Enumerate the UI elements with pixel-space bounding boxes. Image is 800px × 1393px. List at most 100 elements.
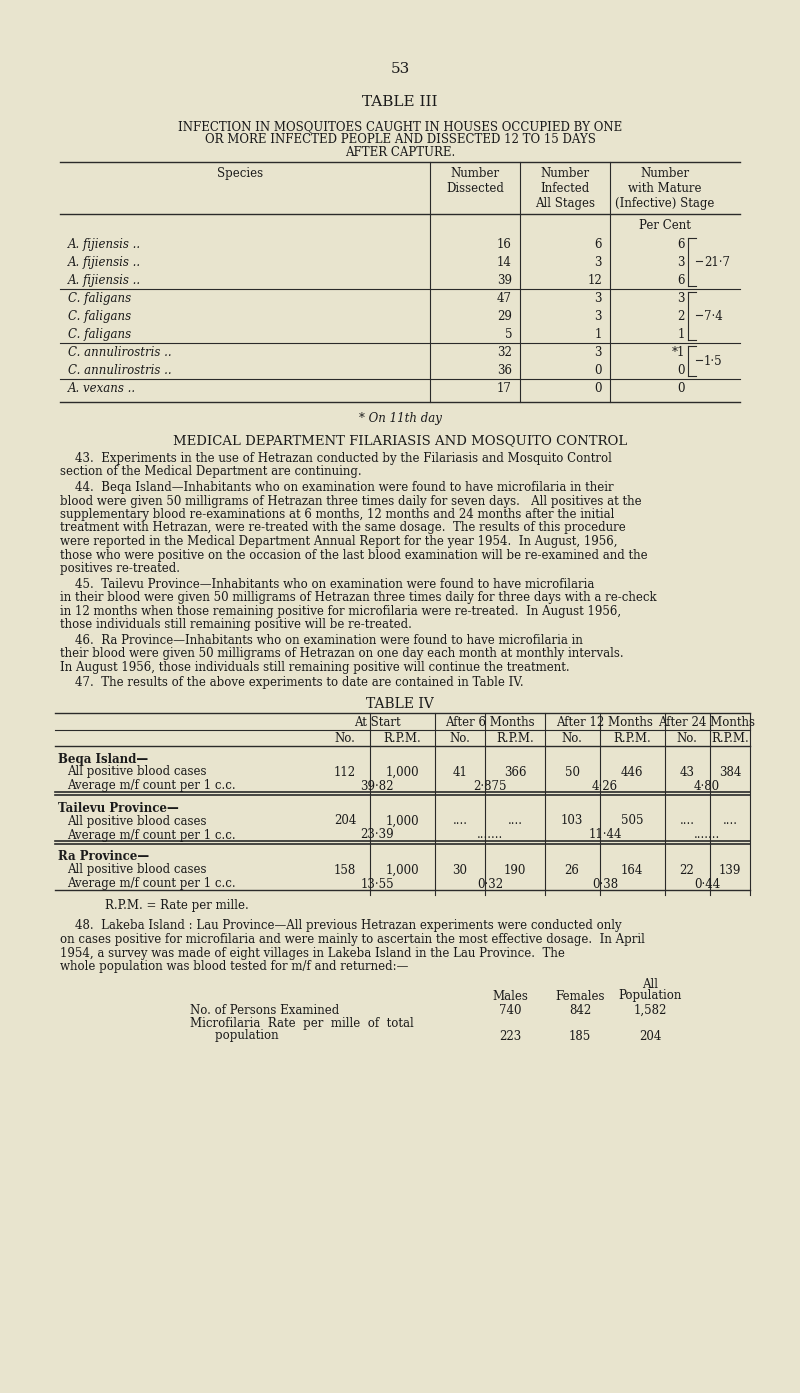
Text: in 12 months when those remaining positive for microfilaria were re-treated.  In: in 12 months when those remaining positi… — [60, 605, 621, 617]
Text: Per Cent: Per Cent — [639, 219, 691, 233]
Text: R.P.M. = Rate per mille.: R.P.M. = Rate per mille. — [105, 900, 249, 912]
Text: C. faligans: C. faligans — [68, 311, 131, 323]
Text: 223: 223 — [499, 1029, 521, 1042]
Text: 29: 29 — [497, 311, 512, 323]
Text: 21·7: 21·7 — [704, 256, 730, 269]
Text: 47.  The results of the above experiments to date are contained in Table IV.: 47. The results of the above experiments… — [60, 676, 524, 690]
Text: supplementary blood re-examinations at 6 months, 12 months and 24 months after t: supplementary blood re-examinations at 6… — [60, 508, 614, 521]
Text: 190: 190 — [504, 864, 526, 876]
Text: 11·44: 11·44 — [588, 829, 622, 841]
Text: 44.  Beqa Island—Inhabitants who on examination were found to have microfilaria : 44. Beqa Island—Inhabitants who on exami… — [60, 481, 614, 495]
Text: 0: 0 — [594, 364, 602, 378]
Text: A. fijiensis ..: A. fijiensis .. — [68, 274, 141, 287]
Text: 32: 32 — [497, 345, 512, 359]
Text: 2: 2 — [678, 311, 685, 323]
Text: 1,000: 1,000 — [385, 864, 419, 876]
Text: 505: 505 — [621, 815, 643, 827]
Text: C. faligans: C. faligans — [68, 327, 131, 341]
Text: Microfilaria  Rate  per  mille  of  total: Microfilaria Rate per mille of total — [190, 1017, 414, 1031]
Text: After 6 Months: After 6 Months — [445, 716, 535, 730]
Text: 43: 43 — [679, 766, 694, 779]
Text: TABLE IV: TABLE IV — [366, 698, 434, 712]
Text: * On 11th day: * On 11th day — [358, 412, 442, 425]
Text: All positive blood cases: All positive blood cases — [67, 815, 206, 827]
Text: 3: 3 — [678, 293, 685, 305]
Text: 185: 185 — [569, 1029, 591, 1042]
Text: Average m/f count per 1 c.c.: Average m/f count per 1 c.c. — [67, 829, 236, 841]
Text: After 12 Months: After 12 Months — [557, 716, 654, 730]
Text: All: All — [642, 978, 658, 992]
Text: 1954, a survey was made of eight villages in Lakeba Island in the Lau Province. : 1954, a survey was made of eight village… — [60, 946, 565, 960]
Text: No.: No. — [562, 733, 582, 745]
Text: 26: 26 — [565, 864, 579, 876]
Text: 1: 1 — [678, 327, 685, 341]
Text: ....: .... — [453, 815, 467, 827]
Text: 50: 50 — [565, 766, 579, 779]
Text: 6: 6 — [594, 238, 602, 251]
Text: ....: .... — [722, 815, 738, 827]
Text: 164: 164 — [621, 864, 643, 876]
Text: whole population was blood tested for m/f and returned:—: whole population was blood tested for m/… — [60, 960, 408, 972]
Text: 842: 842 — [569, 1003, 591, 1017]
Text: Females: Females — [555, 989, 605, 1003]
Text: All positive blood cases: All positive blood cases — [67, 766, 206, 779]
Text: 3: 3 — [594, 311, 602, 323]
Text: 0: 0 — [678, 364, 685, 378]
Text: 1·5: 1·5 — [704, 355, 722, 368]
Text: 204: 204 — [639, 1029, 661, 1042]
Text: 0·32: 0·32 — [477, 878, 503, 890]
Text: 0: 0 — [678, 382, 685, 396]
Text: 43.  Experiments in the use of Hetrazan conducted by the Filariasis and Mosquito: 43. Experiments in the use of Hetrazan c… — [60, 451, 612, 465]
Text: 158: 158 — [334, 864, 356, 876]
Text: 1,000: 1,000 — [385, 766, 419, 779]
Text: R.P.M.: R.P.M. — [711, 733, 749, 745]
Text: treatment with Hetrazan, were re-treated with the same dosage.  The results of t: treatment with Hetrazan, were re-treated… — [60, 521, 626, 535]
Text: 46.  Ra Province—Inhabitants who on examination were found to have microfilaria : 46. Ra Province—Inhabitants who on exami… — [60, 634, 583, 646]
Text: 39·82: 39·82 — [360, 780, 394, 793]
Text: those individuals still remaining positive will be re-treated.: those individuals still remaining positi… — [60, 618, 412, 631]
Text: Tailevu Province—: Tailevu Province— — [58, 801, 178, 815]
Text: 1: 1 — [594, 327, 602, 341]
Text: A. fijiensis ..: A. fijiensis .. — [68, 238, 141, 251]
Text: 14: 14 — [497, 256, 512, 269]
Text: ....: .... — [679, 815, 694, 827]
Text: A. vexans ..: A. vexans .. — [68, 382, 136, 396]
Text: C. annulirostris ..: C. annulirostris .. — [68, 345, 172, 359]
Text: After 24 Months: After 24 Months — [658, 716, 755, 730]
Text: population: population — [200, 1029, 278, 1042]
Text: 12: 12 — [587, 274, 602, 287]
Text: TABLE III: TABLE III — [362, 95, 438, 109]
Text: Average m/f count per 1 c.c.: Average m/f count per 1 c.c. — [67, 780, 236, 793]
Text: R.P.M.: R.P.M. — [496, 733, 534, 745]
Text: 204: 204 — [334, 815, 356, 827]
Text: 53: 53 — [390, 63, 410, 77]
Text: 446: 446 — [621, 766, 643, 779]
Text: 16: 16 — [497, 238, 512, 251]
Text: ....: .... — [507, 815, 522, 827]
Text: 3: 3 — [594, 345, 602, 359]
Text: 366: 366 — [504, 766, 526, 779]
Text: 0: 0 — [594, 382, 602, 396]
Text: 4·80: 4·80 — [694, 780, 720, 793]
Text: .......: ....... — [477, 829, 503, 841]
Text: A. fijiensis ..: A. fijiensis .. — [68, 256, 141, 269]
Text: All positive blood cases: All positive blood cases — [67, 864, 206, 876]
Text: Species: Species — [217, 167, 263, 180]
Text: .......: ....... — [694, 829, 720, 841]
Text: No.: No. — [677, 733, 698, 745]
Text: 103: 103 — [561, 815, 583, 827]
Text: 23·39: 23·39 — [360, 829, 394, 841]
Text: Average m/f count per 1 c.c.: Average m/f count per 1 c.c. — [67, 878, 236, 890]
Text: blood were given 50 milligrams of Hetrazan three times daily for seven days.   A: blood were given 50 milligrams of Hetraz… — [60, 495, 642, 507]
Text: section of the Medical Department are continuing.: section of the Medical Department are co… — [60, 465, 362, 479]
Text: 22: 22 — [680, 864, 694, 876]
Text: No.: No. — [334, 733, 355, 745]
Text: Number
Infected
All Stages: Number Infected All Stages — [535, 167, 595, 210]
Text: OR MORE INFECTED PEOPLE AND DISSECTED 12 TO 15 DAYS: OR MORE INFECTED PEOPLE AND DISSECTED 12… — [205, 132, 595, 146]
Text: 36: 36 — [497, 364, 512, 378]
Text: those who were positive on the occasion of the last blood examination will be re: those who were positive on the occasion … — [60, 549, 648, 561]
Text: Population: Population — [618, 989, 682, 1003]
Text: 48.  Lakeba Island : Lau Province—All previous Hetrazan experiments were conduct: 48. Lakeba Island : Lau Province—All pre… — [60, 919, 622, 932]
Text: 0·44: 0·44 — [694, 878, 720, 890]
Text: 39: 39 — [497, 274, 512, 287]
